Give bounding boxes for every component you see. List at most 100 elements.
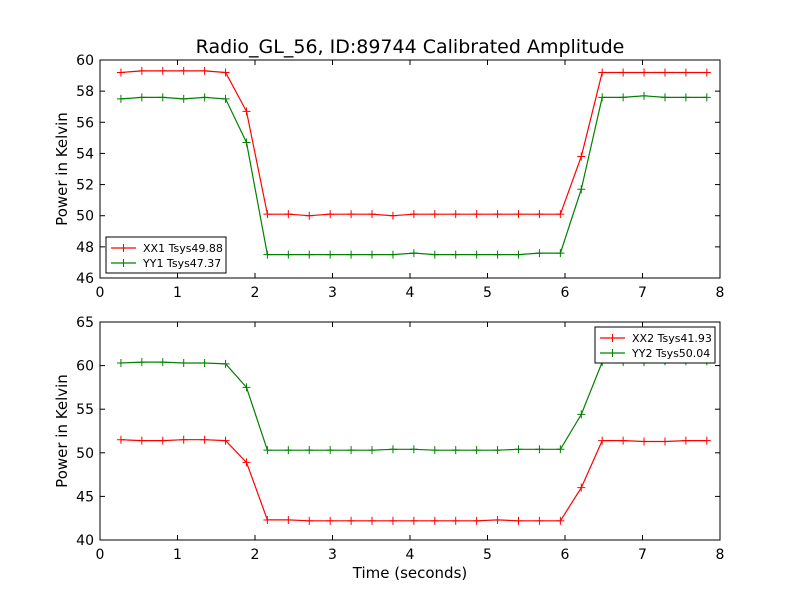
data-point <box>577 185 586 194</box>
data-point <box>388 516 397 525</box>
data-point <box>137 93 146 102</box>
data-point <box>681 436 690 445</box>
data-point <box>472 516 481 525</box>
data-point <box>368 210 377 219</box>
data-point <box>179 435 188 444</box>
data-point <box>514 445 523 454</box>
y-tick-label: 60 <box>76 53 94 69</box>
data-point <box>347 516 356 525</box>
y-tick-label: 46 <box>76 271 94 287</box>
data-point <box>430 446 439 455</box>
data-point <box>221 359 230 368</box>
data-point <box>577 483 586 492</box>
data-point <box>451 210 460 219</box>
y-axis-label: Power in Kelvin <box>53 112 71 226</box>
data-point <box>368 250 377 259</box>
data-point <box>472 250 481 259</box>
data-point <box>116 94 125 103</box>
data-point <box>660 93 669 102</box>
data-point <box>409 210 418 219</box>
data-point <box>640 68 649 77</box>
data-point <box>430 210 439 219</box>
x-tick-label: 1 <box>173 547 182 563</box>
data-point <box>284 515 293 524</box>
x-tick-label: 0 <box>96 285 105 301</box>
x-tick-label: 4 <box>406 547 415 563</box>
data-point <box>681 93 690 102</box>
data-point <box>179 94 188 103</box>
data-point <box>137 358 146 367</box>
data-point <box>116 358 125 367</box>
x-tick-label: 2 <box>251 285 260 301</box>
data-point <box>200 358 209 367</box>
x-tick-label: 5 <box>483 547 492 563</box>
data-point <box>221 68 230 77</box>
data-point <box>556 249 565 258</box>
data-point <box>619 436 628 445</box>
data-point <box>451 250 460 259</box>
legend-marker <box>119 259 128 267</box>
data-point <box>158 358 167 367</box>
data-point <box>326 516 335 525</box>
data-point <box>598 68 607 77</box>
data-point <box>347 446 356 455</box>
y-tick-label: 54 <box>76 146 94 162</box>
data-point <box>305 250 314 259</box>
data-point <box>347 250 356 259</box>
data-point <box>179 358 188 367</box>
x-tick-label: 3 <box>328 547 337 563</box>
data-point <box>242 138 251 147</box>
data-point <box>388 445 397 454</box>
data-point <box>577 410 586 419</box>
data-point <box>158 93 167 102</box>
data-point <box>409 445 418 454</box>
legend-marker <box>119 244 128 252</box>
data-point <box>116 68 125 77</box>
y-tick-label: 65 <box>76 315 94 331</box>
y-tick-label: 56 <box>76 115 94 131</box>
figure-title: Radio_GL_56, ID:89744 Calibrated Amplitu… <box>196 36 625 58</box>
data-point <box>451 446 460 455</box>
legend-marker <box>608 334 617 342</box>
y-tick-label: 50 <box>76 446 94 462</box>
data-point <box>158 436 167 445</box>
data-point <box>200 93 209 102</box>
x-tick-label: 4 <box>406 285 415 301</box>
x-tick-label: 8 <box>716 547 725 563</box>
data-point <box>263 210 272 219</box>
data-point <box>514 250 523 259</box>
data-point <box>242 458 251 467</box>
x-tick-label: 7 <box>638 285 647 301</box>
series-line-0-1 <box>120 95 707 256</box>
data-point <box>493 515 502 524</box>
y-tick-label: 40 <box>76 533 94 549</box>
data-point <box>305 516 314 525</box>
data-point <box>640 91 649 100</box>
legend-box <box>594 326 716 364</box>
legend-label: XX2 Tsys41.93 <box>632 332 712 345</box>
x-tick-label: 3 <box>328 285 337 301</box>
x-tick-label: 7 <box>638 547 647 563</box>
series-line-1-1 <box>120 360 707 451</box>
series-line-0-0 <box>120 70 707 217</box>
data-point <box>409 249 418 258</box>
data-point <box>598 93 607 102</box>
data-point <box>221 436 230 445</box>
y-tick-label: 48 <box>76 240 94 256</box>
legend: XX2 Tsys41.93 YY2 Tsys50.04 <box>594 326 716 364</box>
data-point <box>660 68 669 77</box>
data-point <box>577 152 586 161</box>
data-point <box>263 515 272 524</box>
data-point <box>702 93 711 102</box>
data-point <box>388 211 397 220</box>
legend-box <box>105 236 227 274</box>
data-point <box>116 435 125 444</box>
legend-label: XX1 Tsys49.88 <box>143 242 223 255</box>
data-point <box>368 516 377 525</box>
data-point <box>368 446 377 455</box>
data-point <box>430 516 439 525</box>
x-tick-label: 8 <box>716 285 725 301</box>
data-point <box>472 446 481 455</box>
